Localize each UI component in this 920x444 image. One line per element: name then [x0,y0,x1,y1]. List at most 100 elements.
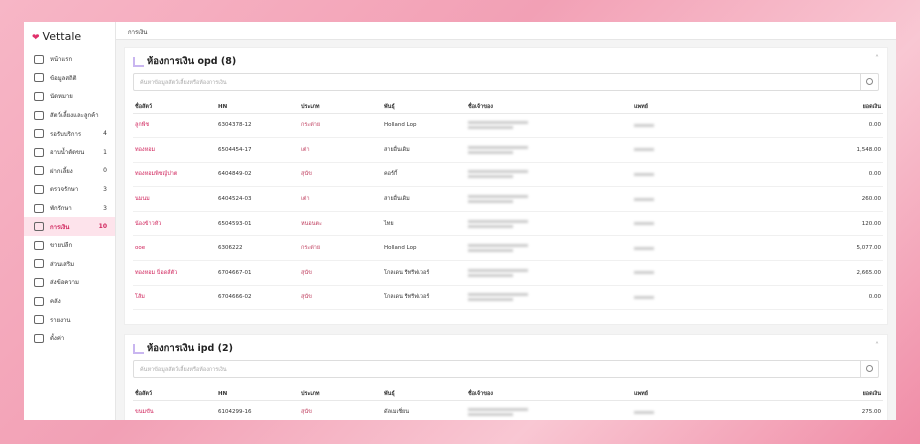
amount: 260.00 [798,186,883,212]
menu-label: รายงาน [50,316,71,324]
table-row[interactable]: โส้ม 6704666-02 สุนัข โกลเดน รีทรีฟเวอร์ 0.0… [133,285,883,311]
menu-item[interactable]: ส่งข้อความ [24,273,115,292]
blurred [634,148,654,152]
column-header: ประเภท [299,101,382,114]
menu-item[interactable]: การเงิน 10 [24,217,115,236]
menu-item[interactable]: ส่วนเสริม [24,255,115,274]
menu-label: หน้าแรก [50,56,73,64]
search-box[interactable]: ค้นหาข้อมูลสัตว์เลี้ยงหรือห้องการเงิน [133,360,879,378]
menu-item[interactable]: รอรับบริการ 4 [24,124,115,143]
owner [466,260,632,286]
panel-title: ห้องการเงิน opd (8) [133,54,879,70]
header-row: ชื่อสัตว์ HN ประเภท พันธุ์ ชื่อเจ้าของ แพทย์ย… [133,101,883,114]
blurred [634,222,654,226]
blurred [468,273,513,277]
search-button[interactable] [860,361,878,377]
blurred [468,408,528,412]
menu-item[interactable]: นัดหมาย [24,87,115,106]
menu: หน้าแรกข้อมูลสถิติ นัดหมายสัตว์เลี้ยงและล… [24,50,115,348]
menu-icon [34,129,44,139]
table-row[interactable]: ลูกพีช 6304378-12 กระต่าย Holland Lop 0.00 [133,113,883,139]
pet-type: กระต่าย [299,113,382,139]
menu-icon [34,315,44,325]
blurred [468,121,528,125]
menu-item[interactable]: อาบน้ำตัดขน 1 [24,143,115,162]
menu-item[interactable]: หน้าแรก [24,50,115,69]
table-row[interactable]: ทองหอม บ็อดส์ตัว 6704667-01 สุนัข โกลเดน รี… [133,260,883,286]
blurred [634,172,654,176]
table: ชื่อสัตว์ HN ประเภท พันธุ์ ชื่อเจ้าของ แพทย์ย… [133,101,883,311]
blurred [468,293,528,297]
breed: Holland Lop [382,113,466,139]
hn: 6704667-01 [216,260,299,286]
pet-name: ทองหอม [133,137,216,163]
column-header: ชื่อสัตว์ [133,388,216,401]
menu-icon [34,110,44,120]
column-header: ชื่อสัตว์ [133,101,216,114]
search-box[interactable]: ค้นหาข้อมูลสัตว์เลี้ยงหรือห้องการเงิน [133,73,879,91]
column-header: ชื่อเจ้าของ [466,101,632,114]
menu-count: 0 [103,167,107,175]
search-button[interactable] [860,74,878,90]
amount: 5,077.00 [798,235,883,262]
menu-item[interactable]: ขายปลีก [24,236,115,255]
table-row[interactable]: นมนม 6404524-03 เต่า สายอื่นเดิม 260.00 [133,186,883,212]
hn: 6304378-12 [216,113,299,139]
blurred [468,150,513,154]
column-header: แพทย์ [632,101,798,114]
menu-item[interactable]: ตั้งค่า [24,329,115,348]
table-row[interactable]: ooe 6306222 กระต่าย Holland Lop 5,077.00 [133,235,883,262]
pet-type: สุนัข [299,400,382,420]
owner [466,137,632,163]
menu-item[interactable]: ตรวจรักษา 3 [24,180,115,199]
menu-label: สัตว์เลี้ยงและลูกค้า [50,112,99,120]
menu-label: พักรักษา [50,205,72,213]
menu-icon [34,222,44,232]
table-row[interactable]: ทองหอม 6504454-17 เต่า สายอื่นเดิม 1,548.00 [133,137,883,163]
blurred [468,413,513,417]
menu-icon [34,333,44,343]
amount: 2,665.00 [798,260,883,286]
menu-item[interactable]: คลัง [24,292,115,311]
search-placeholder: ค้นหาข้อมูลสัตว์เลี้ยงหรือห้องการเงิน [140,367,227,373]
pet-name: นมนม [133,186,216,212]
menu-item[interactable]: รายงาน [24,310,115,329]
app-window: ❤ Vettale หน้าแรก ข้อมูลสถิติ นัดหมาย สัตว์เ… [24,22,896,420]
pet-name: ทองหอม บ็อดส์ตัว [133,260,216,286]
menu-item[interactable]: สัตว์เลี้ยงและลูกค้า [24,106,115,125]
hn: 6404849-02 [216,162,299,188]
blurred [634,295,654,299]
column-header: ยอดเงิน [798,388,883,401]
blurred [468,249,513,253]
blurred [468,195,528,199]
table-row[interactable]: น้องข้าวหัว 6504593-01 หนอนตะ ไทย 120.00 [133,211,883,237]
owner [466,113,632,139]
pet-type: เต่า [299,186,382,212]
menu-item[interactable]: พักรักษา 3 [24,199,115,218]
menu-label: ตรวจรักษา [50,186,79,194]
table-row[interactable]: ขนมขัน 6104299-16 สุนัข ดัลเมเชี่ยน 275.00 [133,400,883,420]
hn: 6504593-01 [216,211,299,237]
blurred [468,126,513,130]
blurred [634,246,654,250]
panel: ห้องการเงิน opd (8) ˄ ค้นหาข้อมูลสัตว์เลี้… [124,47,888,325]
menu-icon [34,203,44,213]
pet-name: น้องข้าวหัว [133,211,216,237]
menu-count: 3 [103,204,107,212]
doctor [632,400,798,420]
pet-name: โส้ม [133,285,216,311]
menu-item[interactable]: ข้อมูลสถิติ [24,69,115,88]
collapse[interactable]: ˄ [875,54,879,63]
breed: โกลเดน รีทรีฟเวอร์ [382,285,466,311]
column-header: พันธุ์ [382,101,466,114]
menu-label: ส่วนเสริม [50,260,75,268]
menu-icon [34,91,44,101]
pet-type: กระต่าย [299,235,382,262]
menu-item[interactable]: ฝากเลี้ยง 0 [24,162,115,181]
header-row: ชื่อสัตว์ HN ประเภท พันธุ์ ชื่อเจ้าของ แพทย์ย… [133,388,883,401]
hn: 6504454-17 [216,137,299,163]
pet-name: ooe [133,235,216,262]
collapse[interactable]: ˄ [875,341,879,350]
table-row[interactable]: ทองหอมพิชญ์ปาต 6404849-02 สุนัข คอร์กี้ 0.00 [133,162,883,188]
